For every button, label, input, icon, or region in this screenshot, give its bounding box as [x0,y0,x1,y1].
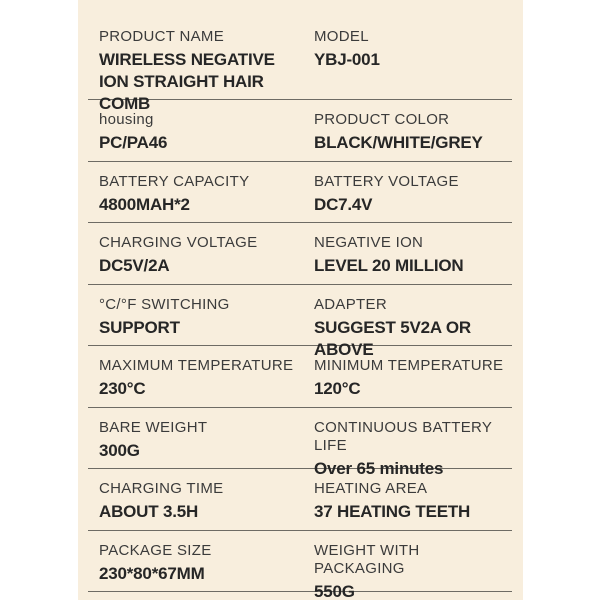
spec-value: LEVEL 20 MILLION [314,255,512,277]
spec-label: °C/°F SWITCHING [99,296,314,314]
spec-value: SUGGEST 5V2A OR ABOVE [314,317,512,361]
spec-cell-left: CHARGING VOLTAGE DC5V/2A [99,234,314,277]
spec-cell-right: MODEL YBJ-001 [314,28,512,71]
spec-cell-left: CHARGING TIME ABOUT 3.5H [99,480,314,523]
spec-cell-right: HEATING AREA 37 HEATING TEETH [314,480,512,523]
spec-label: BATTERY VOLTAGE [314,173,512,191]
spec-value: DC5V/2A [99,255,314,277]
spec-value: WIRELESS NEGATIVE ION STRAIGHT HAIR COMB [99,49,314,115]
spec-row-temp-switching: °C/°F SWITCHING SUPPORT ADAPTER SUGGEST … [88,285,512,347]
spec-row-product-name: PRODUCT NAME WIRELESS NEGATIVE ION STRAI… [88,0,512,100]
spec-cell-right: MINIMUM TEMPERATURE 120°C [314,357,512,400]
spec-value: 230*80*67MM [99,563,314,585]
spec-label: ADAPTER [314,296,512,314]
spec-label: PACKAGE SIZE [99,542,314,560]
spec-value: PC/PA46 [99,132,314,154]
spec-cell-left: BARE WEIGHT 300G [99,419,314,462]
spec-value: 37 HEATING TEETH [314,501,512,523]
spec-value: BLACK/WHITE/GREY [314,132,512,154]
spec-sheet-panel: PRODUCT NAME WIRELESS NEGATIVE ION STRAI… [78,0,523,600]
spec-cell-left: MAXIMUM TEMPERATURE 230°C [99,357,314,400]
spec-value: 120°C [314,378,512,400]
spec-label: HEATING AREA [314,480,512,498]
spec-row-bare-weight: BARE WEIGHT 300G CONTINUOUS BATTERY LIFE… [88,408,512,470]
spec-label: MAXIMUM TEMPERATURE [99,357,314,375]
spec-cell-left: housing PC/PA46 [99,111,314,154]
spec-cell-left: BATTERY CAPACITY 4800MAH*2 [99,173,314,216]
spec-cell-left: PACKAGE SIZE 230*80*67MM [99,542,314,585]
spec-label: MODEL [314,28,512,46]
spec-label: CHARGING VOLTAGE [99,234,314,252]
spec-cell-right: BATTERY VOLTAGE DC7.4V [314,173,512,216]
spec-label: PRODUCT COLOR [314,111,512,129]
spec-value: 300G [99,440,314,462]
spec-label: NEGATIVE ION [314,234,512,252]
spec-label: BARE WEIGHT [99,419,314,437]
spec-cell-right: PRODUCT COLOR BLACK/WHITE/GREY [314,111,512,154]
spec-cell-left: PRODUCT NAME WIRELESS NEGATIVE ION STRAI… [99,28,314,116]
spec-value: Over 65 minutes [314,458,512,480]
spec-value: 4800MAH*2 [99,194,314,216]
spec-cell-right: ADAPTER SUGGEST 5V2A OR ABOVE [314,296,512,361]
spec-label: housing [99,111,314,129]
spec-label: WEIGHT WITH PACKAGING [314,542,512,579]
spec-label: CONTINUOUS BATTERY LIFE [314,419,512,456]
spec-label: PRODUCT NAME [99,28,314,46]
spec-table: PRODUCT NAME WIRELESS NEGATIVE ION STRAI… [88,0,512,592]
spec-value: YBJ-001 [314,49,512,71]
spec-row-charging-voltage: CHARGING VOLTAGE DC5V/2A NEGATIVE ION LE… [88,223,512,285]
spec-value: SUPPORT [99,317,314,339]
spec-cell-right: WEIGHT WITH PACKAGING 550G [314,542,512,603]
spec-cell-right: NEGATIVE ION LEVEL 20 MILLION [314,234,512,277]
spec-row-battery-capacity: BATTERY CAPACITY 4800MAH*2 BATTERY VOLTA… [88,162,512,224]
spec-label: CHARGING TIME [99,480,314,498]
spec-cell-right: CONTINUOUS BATTERY LIFE Over 65 minutes [314,419,512,481]
spec-row-package-size: PACKAGE SIZE 230*80*67MM WEIGHT WITH PAC… [88,531,512,593]
spec-label: MINIMUM TEMPERATURE [314,357,512,375]
spec-label: BATTERY CAPACITY [99,173,314,191]
spec-cell-left: °C/°F SWITCHING SUPPORT [99,296,314,339]
spec-value: DC7.4V [314,194,512,216]
spec-value: 230°C [99,378,314,400]
spec-value: ABOUT 3.5H [99,501,314,523]
